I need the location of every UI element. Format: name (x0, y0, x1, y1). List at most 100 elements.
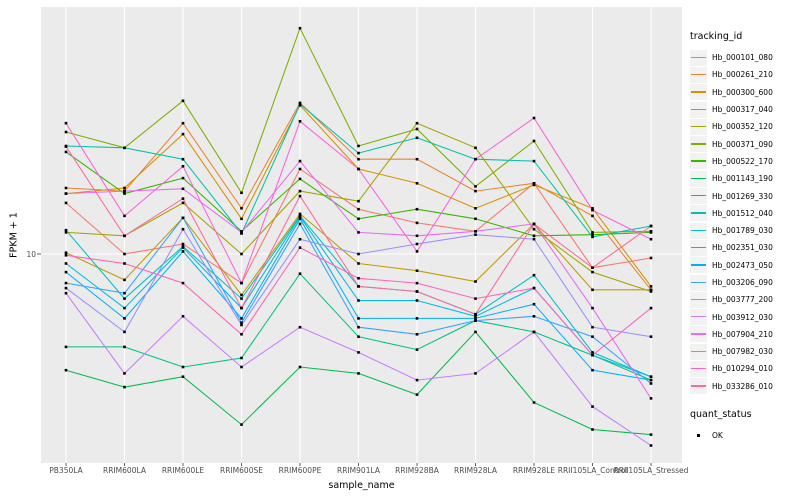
legend-line-swatch (691, 350, 706, 353)
legend-line-swatch (691, 367, 706, 370)
data-point (415, 250, 419, 253)
legend-item-ok: OK (690, 427, 798, 444)
data-point (474, 297, 477, 300)
legend-key-icon (690, 153, 707, 170)
data-point (532, 273, 536, 277)
data-point (649, 231, 653, 234)
data-point (181, 227, 185, 231)
data-point (474, 207, 477, 210)
data-point (357, 199, 360, 203)
data-point (649, 237, 653, 241)
legend-line-swatch (691, 143, 706, 145)
data-point (64, 192, 68, 195)
legend-key-icon (690, 188, 707, 205)
data-point (240, 252, 243, 256)
legend-item-Hb_001789_030: Hb_001789_030 (690, 222, 798, 239)
legend-label: Hb_007904_210 (712, 329, 773, 339)
data-point (357, 262, 360, 265)
data-point (181, 375, 185, 378)
data-point (64, 345, 68, 349)
data-point (474, 146, 477, 150)
data-point (415, 121, 419, 125)
x-tick-label-RRIM600SE: RRIM600SE (220, 466, 263, 475)
legend-key-icon (690, 118, 707, 135)
data-point (64, 281, 68, 285)
data-point (649, 382, 653, 385)
data-point (357, 335, 360, 338)
data-point (591, 306, 594, 310)
data-point (591, 208, 594, 212)
data-point (591, 266, 594, 269)
legend-label: Hb_003206_090 (712, 278, 773, 287)
data-point (181, 121, 185, 125)
data-point (591, 288, 594, 292)
data-point (357, 372, 360, 375)
legend-item-Hb_003206_090: Hb_003206_090 (690, 274, 798, 291)
data-point (357, 325, 360, 329)
legend-title-tracking-id: tracking_id (690, 31, 743, 42)
legend-label: Hb_000522_170 (712, 156, 773, 166)
data-point (649, 306, 653, 310)
x-tick-label-RRIM928LA: RRIM928LA (454, 466, 497, 475)
legend-item-Hb_001269_330: Hb_001269_330 (690, 187, 798, 205)
data-point (649, 444, 653, 447)
legend-items-tracking-id: Hb_000101_080 Hb_000261_210 Hb_000300_600 H… (690, 49, 798, 395)
x-tick-label-RRIM600LA: RRIM600LA (103, 466, 146, 475)
legend-label: Hb_000371_090 (712, 139, 773, 149)
point-square-icon (697, 434, 700, 438)
data-point (181, 365, 185, 369)
data-point (298, 167, 302, 171)
data-point (240, 365, 243, 369)
legend-title-quant-status: quant_status (690, 408, 752, 420)
data-point (123, 192, 126, 195)
data-point (123, 372, 126, 375)
legend-line-swatch (691, 229, 706, 231)
data-point (181, 132, 185, 136)
legend-item-Hb_002473_050: Hb_002473_050 (690, 257, 798, 274)
data-point (64, 251, 68, 254)
data-point (64, 121, 68, 125)
legend-item-Hb_000522_170: Hb_000522_170 (690, 153, 798, 170)
data-point (123, 297, 126, 300)
data-point (357, 217, 360, 221)
legend-label: Hb_003912_030 (712, 312, 773, 322)
data-point (64, 270, 68, 274)
data-point (123, 189, 126, 193)
legend-line-swatch (691, 160, 706, 162)
data-point (298, 325, 302, 329)
data-point (649, 335, 653, 338)
data-point (415, 157, 419, 161)
data-point (415, 182, 419, 185)
data-point (240, 217, 243, 221)
legend-label: Hb_010294_010 (712, 364, 773, 374)
data-point (474, 317, 477, 320)
data-point (123, 306, 126, 310)
legend-label: Hb_001143_190 (712, 174, 773, 184)
data-point (532, 286, 536, 290)
data-point (123, 385, 126, 389)
data-point (649, 290, 653, 293)
data-point (474, 280, 477, 283)
data-point (591, 335, 594, 338)
y-tick-label-10: 10 (26, 249, 36, 259)
data-point (649, 288, 653, 292)
data-point (474, 319, 477, 322)
data-point (298, 177, 302, 181)
data-point (64, 150, 68, 154)
data-point (123, 262, 126, 265)
data-point (649, 378, 653, 382)
data-point (240, 306, 243, 310)
data-point (181, 242, 185, 246)
data-point (474, 185, 477, 188)
data-point (649, 285, 653, 288)
legend-key-icon (690, 205, 707, 222)
data-point (64, 286, 68, 290)
legend-label: Hb_000300_600 (712, 87, 773, 97)
data-point (532, 159, 536, 163)
data-point (298, 120, 302, 123)
data-point (298, 26, 302, 30)
data-point (123, 186, 126, 190)
legend-key-icon (690, 326, 707, 343)
data-point (532, 139, 536, 143)
